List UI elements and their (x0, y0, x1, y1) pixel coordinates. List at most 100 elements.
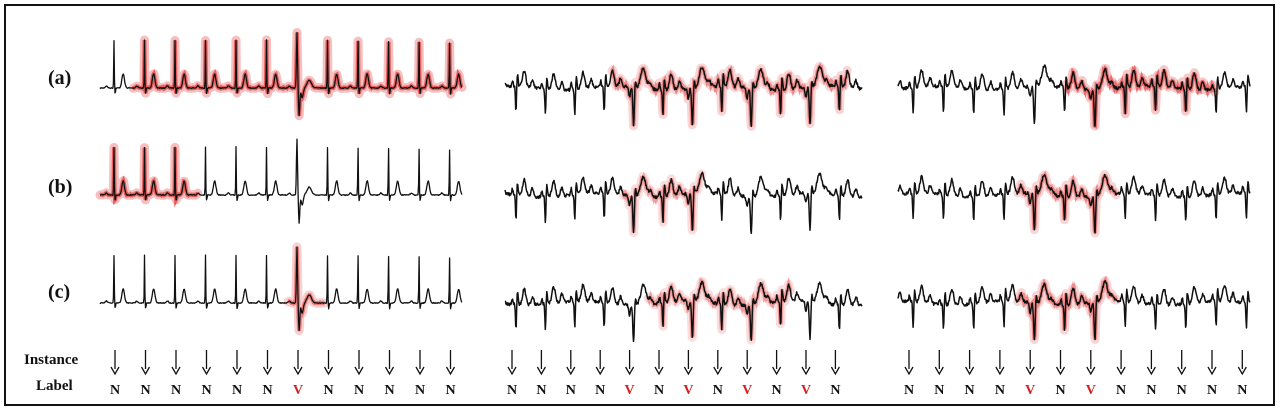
arrow-head (1237, 366, 1247, 376)
beat-arrow-middle-1 (507, 350, 517, 376)
arrow-head (140, 366, 151, 376)
beat-label-right-6: N (1055, 383, 1065, 398)
ecg-trace-right-row-1 (897, 64, 1251, 127)
arrow-head (904, 366, 914, 376)
beat-arrow-middle-10 (772, 350, 782, 376)
arrow-head (965, 366, 975, 376)
beat-arrow-left-11 (415, 350, 425, 376)
beat-arrow-middle-5 (625, 350, 635, 376)
ecg-trace-middle-row-2 (504, 171, 863, 235)
beat-arrow-middle-9 (742, 350, 752, 376)
beat-arrow-right-3 (965, 350, 975, 376)
arrow-head (415, 366, 425, 376)
beat-label-left-4: N (201, 383, 211, 398)
beat-label-middle-9: V (742, 383, 752, 398)
beat-label-right-2: N (934, 383, 944, 398)
beat-label-right-7: V (1086, 383, 1096, 398)
arrow-head (445, 366, 456, 376)
arrow-head (772, 366, 782, 376)
arrow-head (830, 366, 840, 376)
beat-label-middle-7: V (683, 383, 693, 398)
arrow-head (683, 366, 693, 376)
beat-label-left-8: N (323, 383, 333, 398)
arrow-head (995, 366, 1005, 376)
beat-label-left-1: N (110, 383, 120, 398)
arrow-head (1207, 366, 1217, 376)
ecg-trace-right-row-3 (897, 279, 1251, 341)
beat-label-right-3: N (965, 383, 975, 398)
ecg-traces (95, 28, 1251, 345)
beat-arrow-left-1 (110, 350, 120, 376)
beat-arrow-right-1 (904, 350, 914, 376)
beat-label-left-9: N (354, 383, 364, 398)
beat-label-left-10: N (384, 383, 394, 398)
attention-highlight-left-3 (283, 242, 329, 336)
row-label-b: (b) (48, 176, 72, 198)
beat-arrow-right-5 (1025, 350, 1035, 376)
beat-arrow-middle-3 (566, 350, 576, 376)
beat-label-middle-2: N (536, 383, 546, 398)
beat-label-left-5: N (232, 383, 242, 398)
beat-arrow-left-8 (323, 350, 334, 376)
arrow-head (566, 366, 576, 376)
ecg-trace-left-row-2 (99, 138, 463, 224)
arrow-head (354, 366, 364, 376)
beat-label-left-11: N (415, 383, 425, 398)
beat-arrow-middle-2 (536, 350, 546, 376)
beat-arrow-right-10 (1177, 350, 1187, 376)
beat-arrow-right-11 (1207, 350, 1217, 376)
beat-arrows (110, 350, 1247, 376)
ecg-trace-left-row-3 (99, 246, 463, 332)
beat-label-right-12: N (1237, 383, 1247, 398)
beat-arrow-left-9 (354, 350, 364, 376)
arrow-head (536, 366, 546, 376)
beat-label-left-2: N (140, 383, 150, 398)
figure-frame (4, 4, 1275, 406)
beat-arrow-right-8 (1116, 350, 1126, 376)
beat-label-left-3: N (171, 383, 181, 398)
beat-label-right-9: N (1146, 383, 1156, 398)
beat-label-right-1: N (904, 383, 914, 398)
arrow-head (201, 366, 212, 376)
beat-arrow-right-2 (934, 350, 944, 376)
arrow-head (262, 366, 273, 376)
arrow-head (323, 366, 334, 376)
arrow-head (507, 366, 517, 376)
arrow-head (654, 366, 664, 376)
beat-arrow-middle-12 (830, 350, 840, 376)
beat-arrow-right-12 (1237, 350, 1247, 376)
ecg-trace-left-row-1 (99, 31, 463, 117)
beat-label-middle-12: N (830, 383, 840, 398)
beat-label-left-7: V (293, 383, 303, 398)
beat-label-left-6: N (262, 383, 272, 398)
beat-arrow-left-4 (201, 350, 212, 376)
beat-arrow-right-6 (1055, 350, 1066, 376)
beat-arrow-left-3 (171, 350, 181, 376)
beat-label-right-5: V (1025, 383, 1035, 398)
arrow-head (384, 366, 395, 376)
beat-arrow-left-2 (140, 350, 151, 376)
beat-arrow-left-6 (262, 350, 273, 376)
arrow-head (1177, 366, 1187, 376)
arrow-head (625, 366, 635, 376)
arrow-head (110, 366, 120, 376)
beat-arrow-right-7 (1086, 350, 1096, 376)
instance-label-caption: Instance Label (24, 352, 79, 394)
ecg-trace-right-row-2 (897, 173, 1251, 234)
arrow-head (1086, 366, 1096, 376)
beat-arrow-right-9 (1146, 350, 1156, 376)
beat-label-right-11: N (1207, 383, 1217, 398)
beat-arrow-left-10 (384, 350, 395, 376)
row-label-c: (c) (48, 281, 70, 303)
beat-label-middle-8: N (713, 383, 723, 398)
beat-arrow-left-12 (445, 350, 456, 376)
arrow-head (742, 366, 752, 376)
arrow-head (1116, 366, 1126, 376)
beat-label-middle-1: N (507, 383, 517, 398)
attention-core-middle-1 (610, 62, 850, 127)
footer-line-instance: Instance (24, 352, 79, 368)
arrow-head (1025, 366, 1035, 376)
beat-label-right-10: N (1177, 383, 1187, 398)
beat-arrow-left-5 (232, 350, 242, 376)
